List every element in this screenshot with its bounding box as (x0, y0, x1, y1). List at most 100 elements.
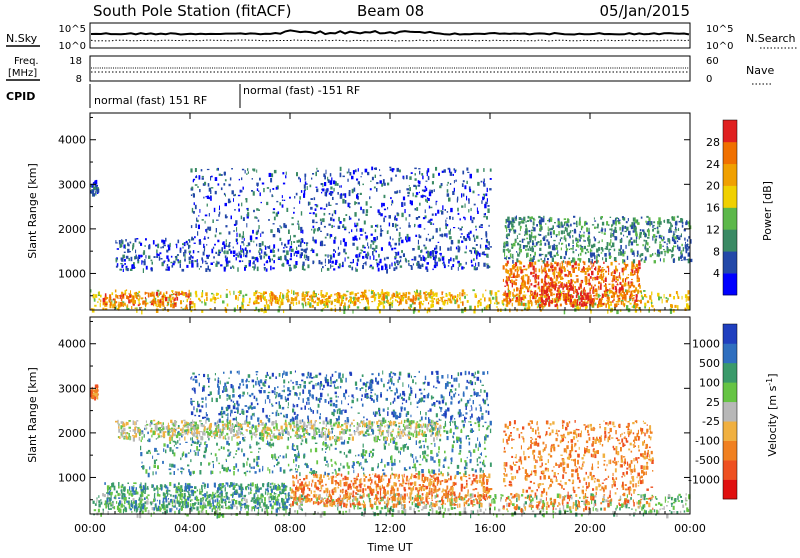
echo-cell (625, 231, 627, 232)
echo-cell (660, 221, 662, 225)
echo-cell (371, 234, 373, 236)
echo-cell (96, 502, 97, 504)
echo-cell (222, 243, 224, 245)
echo-cell (594, 238, 596, 241)
echo-cell (325, 301, 326, 306)
echo-cell (633, 295, 636, 296)
echo-cell (628, 507, 630, 508)
echo-cell (377, 263, 379, 267)
echo-cell (632, 300, 634, 301)
echo-cell (204, 236, 205, 239)
echo-cell (236, 239, 237, 242)
echo-cell (636, 244, 639, 246)
echo-cell (568, 294, 570, 296)
echo-cell (482, 197, 484, 201)
echo-cell (483, 512, 485, 514)
echo-cell (427, 269, 429, 272)
echo-cell (186, 265, 188, 268)
echo-cell (375, 294, 376, 297)
echo-cell (463, 236, 465, 239)
echo-cell (363, 500, 364, 502)
echo-cell (531, 262, 533, 266)
echo-cell (355, 225, 357, 227)
echo-cell (207, 495, 209, 499)
echo-cell (677, 496, 678, 501)
echo-cell (673, 239, 675, 242)
echo-cell (247, 212, 249, 216)
echo-cell (190, 298, 191, 300)
colorbar-tick-label: 24 (706, 158, 720, 171)
echo-cell (378, 268, 380, 272)
echo-cell (290, 253, 292, 258)
echo-cell (662, 246, 663, 247)
echo-cell (644, 504, 646, 508)
echo-cell (175, 294, 177, 296)
echo-cell (282, 263, 284, 267)
echo-cell (172, 265, 174, 268)
echo-cell (144, 259, 145, 264)
echo-cell (566, 223, 568, 226)
echo-cell (384, 294, 385, 296)
echo-cell (551, 217, 552, 220)
echo-cell (232, 265, 234, 267)
echo-cell (294, 265, 296, 269)
echo-cell (559, 281, 561, 283)
echo-cell (321, 241, 324, 245)
echo-cell (514, 276, 517, 278)
echo-cell (191, 225, 192, 228)
echo-cell (637, 222, 640, 225)
echo-cell (552, 225, 554, 229)
echo-cell (419, 224, 422, 228)
echo-cell (516, 287, 518, 291)
echo-cell (682, 296, 683, 300)
echo-cell (324, 244, 326, 246)
echo-cell (539, 254, 542, 257)
echo-cell (604, 253, 607, 257)
echo-cell (260, 192, 261, 196)
echo-cell (116, 306, 117, 309)
echo-cell (634, 270, 636, 275)
echo-cell (399, 261, 400, 264)
echo-cell (560, 290, 561, 293)
echo-cell (194, 202, 195, 205)
echo-cell (460, 218, 461, 220)
echo-cell (246, 499, 248, 503)
echo-cell (326, 302, 328, 305)
echo-cell (598, 268, 601, 272)
echo-cell (290, 306, 291, 310)
echo-cell (622, 287, 624, 290)
echo-cell (236, 506, 238, 509)
echo-cell (486, 216, 488, 220)
echo-cell (273, 255, 276, 258)
echo-cell (594, 278, 596, 280)
echo-cell (207, 204, 208, 207)
echo-cell (363, 228, 364, 231)
echo-cell (139, 296, 140, 300)
echo-cell (482, 309, 483, 313)
echo-cell (410, 265, 413, 266)
echo-cell (423, 257, 425, 261)
echo-cell (567, 233, 569, 236)
echo-cell (217, 509, 219, 513)
echo-cell (524, 239, 526, 241)
echo-cell (418, 168, 420, 169)
echo-cell (298, 221, 300, 223)
echo-cell (307, 256, 309, 261)
echo-cell (443, 301, 445, 305)
echo-cell (124, 259, 126, 262)
echo-cell (233, 198, 234, 202)
echo-cell (482, 294, 483, 298)
echo-cell (427, 262, 430, 265)
echo-cell (541, 303, 543, 307)
echo-cell (116, 261, 117, 263)
echo-cell (506, 276, 508, 279)
echo-cell (369, 196, 370, 199)
echo-cell (622, 279, 624, 282)
echo-cell (257, 511, 258, 512)
echo-cell (360, 234, 363, 236)
echo-cell (413, 295, 414, 298)
echo-cell (212, 508, 213, 512)
echo-cell (338, 226, 341, 229)
echo-cell (384, 216, 386, 218)
echo-cell (557, 263, 558, 267)
